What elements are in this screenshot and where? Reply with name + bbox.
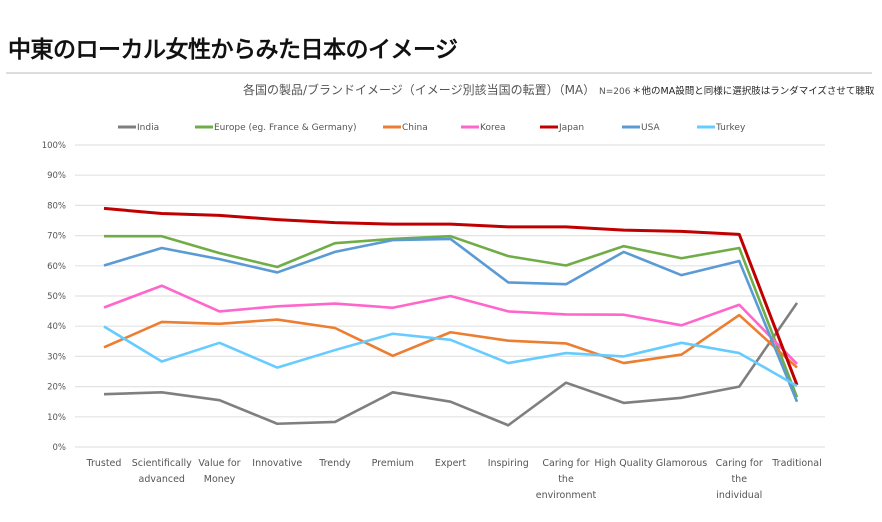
legend-label: Europe (eg. France & Germany)	[214, 123, 357, 133]
sample-size: N=206	[598, 87, 631, 97]
page-title: 中東のローカル女性からみた日本のイメージ	[8, 37, 458, 63]
x-tick-label: Trendy	[318, 458, 351, 469]
title-divider	[6, 72, 872, 74]
y-tick-label: 90%	[47, 171, 66, 181]
x-tick-label: Inspiring	[488, 458, 529, 469]
y-tick-label: 30%	[47, 352, 66, 362]
y-tick-label: 40%	[47, 322, 66, 332]
x-tick-label: Scientifically advanced	[132, 458, 192, 485]
legend-label: Korea	[480, 123, 506, 133]
x-tick-label: Caring for the individual	[716, 458, 763, 501]
series-line-usa	[103, 237, 799, 403]
legend-label: India	[137, 123, 159, 133]
series-line-china	[103, 313, 798, 369]
chart-subtitle: 各国の製品/ブランドイメージ（イメージ別該当国の転置）（MA） N=206	[243, 81, 630, 98]
legend-label: Turkey	[715, 123, 746, 133]
chart-note: ＊他のMA設問と同様に選択肢はランダマイズさせて聴取	[632, 86, 875, 97]
x-tick-label: Trusted	[86, 458, 122, 469]
y-tick-label: 0%	[53, 443, 67, 453]
x-tick-label: Traditional	[771, 458, 821, 469]
y-tick-label: 10%	[47, 413, 66, 423]
x-tick-label: Value for Money	[198, 458, 240, 485]
y-tick-label: 60%	[47, 262, 66, 272]
x-tick-label: Glamorous	[656, 458, 707, 469]
y-tick-label: 20%	[47, 383, 66, 393]
series-line-korea	[103, 284, 798, 365]
subtitle-text: 各国の製品/ブランドイメージ（イメージ別該当国の転置）（MA）	[243, 83, 596, 97]
legend-label: China	[402, 123, 428, 133]
x-tick-label: Expert	[435, 458, 466, 469]
legend-label: Japan	[558, 123, 584, 133]
y-tick-label: 80%	[47, 201, 66, 211]
series-line-turkey	[103, 325, 798, 388]
x-tick-label: Innovative	[252, 458, 302, 469]
y-tick-label: 50%	[47, 292, 66, 302]
y-tick-label: 70%	[47, 232, 66, 242]
x-tick-label: Premium	[372, 458, 414, 469]
series-line-india	[103, 302, 799, 427]
x-tick-label: Caring for the environment	[536, 458, 597, 501]
series-line-japan	[103, 206, 799, 386]
x-tick-label: High Quality	[594, 458, 653, 469]
y-tick-label: 100%	[42, 141, 66, 151]
series-line-europe-eg-france-germany-	[104, 234, 799, 398]
legend-label: USA	[641, 123, 660, 133]
